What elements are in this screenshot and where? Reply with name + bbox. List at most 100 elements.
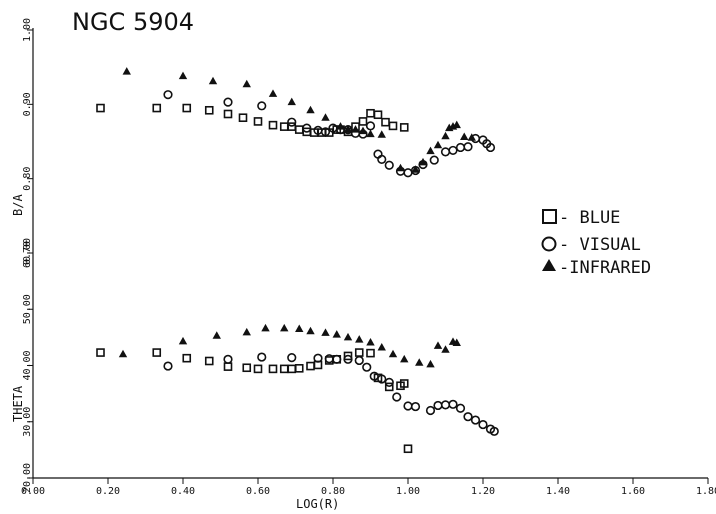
visual-circle-marker [320,127,331,137]
legend-infrared-label: -INFRARED [559,258,651,278]
blue-square-marker [294,125,304,134]
y-tick-label: 40.00 [22,350,33,380]
infrared-triangle-marker [426,146,435,155]
infrared-triangle-marker [268,89,278,97]
infrared-triangle-marker [415,358,424,366]
infrared-triangle-marker [441,345,450,353]
x-tick-label: 1.20 [471,486,495,497]
visual-circle-marker [223,97,233,107]
x-axis-label: LOG(R) [296,497,339,511]
infrared-triangle-marker [400,354,409,363]
x-tick-label: 0.00 [21,486,45,497]
blue-square-marker [373,110,383,120]
visual-circle-marker [369,371,379,381]
blue-square-marker [268,120,278,130]
y-tick-marks: 0.700.800.901.0020.0030.0040.0050.0060.0… [22,18,33,493]
visual-circle-marker [384,377,394,387]
blue-square-marker [238,113,248,123]
infrared-triangle-marker [306,326,315,335]
blue-square-marker [152,348,162,357]
infrared-triangle-marker [295,324,304,332]
infrared-triangle-marker [242,327,251,336]
visual-circle-marker [163,90,173,100]
infrared-triangle-marker [388,349,398,358]
infrared-triangle-marker [118,349,128,358]
infrared-triangle-marker [321,113,330,121]
blue-square-marker [96,348,105,357]
visual-circle-marker [287,117,297,127]
x-tick-label: 0.60 [246,486,270,497]
x-tick-label: 1.80 [696,486,716,497]
visual-circle-marker [448,399,458,409]
infrared-triangle-marker [358,126,368,135]
y-tick-label: 20.00 [22,463,33,493]
infrared-triangle-marker [321,328,330,336]
blue-square-marker [354,348,364,357]
infrared-triangle-marker [467,133,476,141]
infrared-triangle-marker [433,341,443,349]
x-tick-label: 0.80 [321,486,345,497]
infrared-triangle-marker [366,129,375,138]
visual-circle-marker [302,123,312,133]
y-axis-label-theta: THETA [11,385,25,422]
blue-square-marker [204,356,214,366]
blue-square-marker [343,351,353,361]
infrared-triangle-marker [452,338,461,346]
y-tick-label: 0.90 [22,92,33,116]
blue-square-marker [403,444,413,454]
visual-circle-marker [324,354,334,364]
x-tick-label: 1.60 [621,486,645,497]
y-tick-label: 1.00 [22,18,33,42]
blue-square-marker [152,103,162,113]
infrared-triangle-marker [212,331,221,339]
y-tick-label: 0.80 [22,167,33,191]
infrared-triangle-marker [178,71,188,80]
y-tick-label: 50.00 [22,294,33,324]
visual-circle-marker [343,354,353,364]
blue-square-marker [366,348,375,358]
blue-square-marker [294,364,304,373]
visual-circle-marker [163,361,173,371]
visual-circle-marker [403,168,413,178]
visual-circle-marker [257,101,267,111]
visual-circle-marker [332,354,342,364]
blue-square-marker [306,361,315,371]
visual-circle-marker [440,147,451,157]
visual-circle-marker [440,400,451,410]
infrared-triangle-marker [433,140,443,149]
infrared-triangle-marker [418,157,428,166]
blue-square-marker [182,103,192,113]
infrared-triangle-marker [452,120,461,129]
visual-circle-marker [403,401,413,411]
visual-circle-marker [463,142,473,152]
chart-title: NGC 5904 [72,8,194,36]
visual-circle-marker [223,354,233,364]
visual-circle-marker [354,355,364,366]
visual-circle-marker [257,352,267,362]
blue-square-marker [279,122,289,131]
visual-circle-marker [425,405,436,416]
infrared-triangle-marker [377,130,386,138]
y-axis-label-ratio: B/A [11,194,25,216]
blue-square-marker [223,109,233,119]
blue-square-marker [242,363,252,373]
blue-square-marker [268,364,278,374]
blue-square-marker [279,364,289,374]
infrared-triangle-marker [441,131,450,140]
infrared-triangle-marker [351,125,360,133]
infrared-triangle-marker [411,165,420,173]
y-tick-label: 60.00 [22,238,33,268]
blue-square-marker [399,123,409,132]
x-tick-label: 0.40 [171,486,195,497]
infrared-triangle-marker [366,337,375,346]
visual-circle-marker [362,362,372,372]
infrared-triangle-marker [336,122,345,130]
infrared-triangle-marker [287,97,296,106]
blue-square-marker [223,362,233,371]
infrared-triangle-marker [355,335,364,343]
blue-square-marker [253,364,263,374]
visual-circle-marker [287,353,297,363]
visual-circle-marker [478,419,488,430]
x-tick-label: 1.40 [546,486,570,497]
